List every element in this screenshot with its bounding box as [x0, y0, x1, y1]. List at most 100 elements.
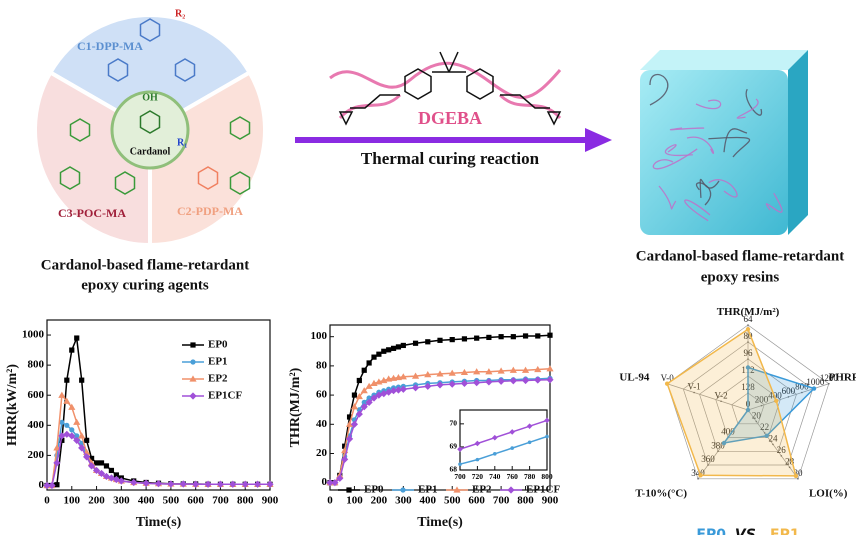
- marker: [370, 394, 378, 402]
- radar-tick: [828, 382, 830, 385]
- marker: [498, 334, 504, 340]
- marker: [167, 480, 175, 488]
- chain: [708, 179, 738, 198]
- y-tick-label: 20: [316, 447, 328, 459]
- radar-ring: [731, 392, 765, 425]
- marker: [473, 368, 481, 375]
- x-tick-label: 900: [542, 495, 559, 507]
- radar-point: [745, 407, 751, 413]
- marker: [89, 455, 95, 462]
- cardanol-label: Cardanol: [130, 146, 171, 157]
- legend-label: EP2: [208, 373, 228, 385]
- marker: [68, 432, 76, 440]
- marker: [371, 354, 377, 360]
- marker: [526, 423, 533, 429]
- marker: [346, 487, 352, 493]
- legend-label: EP1: [208, 356, 228, 368]
- marker: [436, 381, 444, 389]
- series-line: [459, 435, 548, 465]
- marker: [544, 417, 550, 424]
- marker: [103, 463, 110, 469]
- marker: [78, 432, 86, 439]
- bond: [448, 51, 459, 73]
- legend-label: EP0: [696, 527, 726, 535]
- marker: [73, 418, 81, 425]
- chain: [652, 148, 698, 170]
- marker: [425, 339, 431, 345]
- marker: [534, 376, 542, 384]
- marker: [437, 337, 443, 343]
- marker: [386, 347, 392, 353]
- legend-label: EP0: [364, 484, 384, 496]
- radar-tick-label: 360: [701, 454, 715, 464]
- marker: [74, 433, 80, 439]
- cube-side: [788, 50, 808, 235]
- marker: [93, 460, 100, 466]
- marker: [58, 432, 66, 440]
- marker: [63, 430, 71, 438]
- x-tick-label: 740: [489, 472, 501, 481]
- marker: [350, 420, 359, 428]
- radar-tick-label: 64: [744, 314, 754, 324]
- radar-tick-label: 30: [793, 468, 803, 478]
- ring: [69, 118, 91, 142]
- marker: [254, 480, 262, 488]
- marker: [400, 487, 406, 493]
- radar-point: [698, 473, 703, 478]
- marker: [112, 475, 120, 484]
- radar-tick: [788, 466, 791, 469]
- marker: [493, 452, 497, 456]
- radar-tick: [747, 358, 749, 360]
- marker: [83, 453, 91, 461]
- marker: [179, 480, 187, 488]
- radar-axis-label: LOI(%): [809, 487, 848, 499]
- radar-tick-label: 340: [691, 468, 705, 478]
- marker: [355, 410, 363, 418]
- marker: [453, 486, 461, 493]
- marker: [345, 420, 354, 427]
- plot-frame: [46, 319, 271, 491]
- y-axis-label: THR(MJ/m²): [288, 367, 303, 447]
- radar-point: [774, 398, 779, 404]
- legend-joiner: VS.: [735, 527, 761, 535]
- x-tick-label: 900: [262, 495, 279, 507]
- marker: [336, 474, 344, 482]
- radar-tick-label: 20: [752, 411, 762, 421]
- marker: [130, 478, 138, 487]
- marker: [216, 480, 225, 488]
- radar-point: [664, 381, 670, 386]
- right-caption: epoxy resins: [701, 269, 780, 285]
- marker: [356, 377, 362, 384]
- marker: [229, 480, 237, 488]
- marker: [522, 333, 529, 339]
- y-tick-label: 69: [450, 442, 458, 451]
- marker: [475, 457, 480, 462]
- ring: [174, 58, 196, 82]
- radar-tick-label: V-0: [661, 373, 675, 383]
- series-line: [459, 419, 548, 450]
- x-tick-label: 720: [472, 472, 484, 481]
- y-tick-label: 100: [311, 330, 328, 342]
- line-chart: 700 720 740 760 780 800 68 69 70: [450, 409, 553, 481]
- marker: [390, 345, 397, 351]
- x-tick-label: 500: [444, 495, 461, 507]
- marker: [461, 336, 468, 342]
- y-axis-label: HRR(kW/m²): [5, 364, 20, 446]
- radar-tick-label: 26: [777, 445, 787, 455]
- marker: [547, 332, 553, 338]
- marker: [59, 437, 65, 443]
- x-tick-label: 400: [138, 495, 155, 507]
- left-caption: Cardanol-based flame-retardant: [41, 257, 249, 273]
- marker: [521, 366, 530, 373]
- marker: [527, 440, 532, 445]
- radar-tick-label: 200: [755, 395, 769, 405]
- marker: [376, 351, 382, 357]
- marker: [448, 369, 456, 376]
- radar-tick: [720, 400, 722, 403]
- radar-tick-label: V-2: [714, 390, 727, 400]
- marker: [360, 387, 368, 394]
- x-axis-label: Time(s): [417, 515, 463, 530]
- marker: [395, 344, 402, 350]
- ring: [197, 166, 219, 190]
